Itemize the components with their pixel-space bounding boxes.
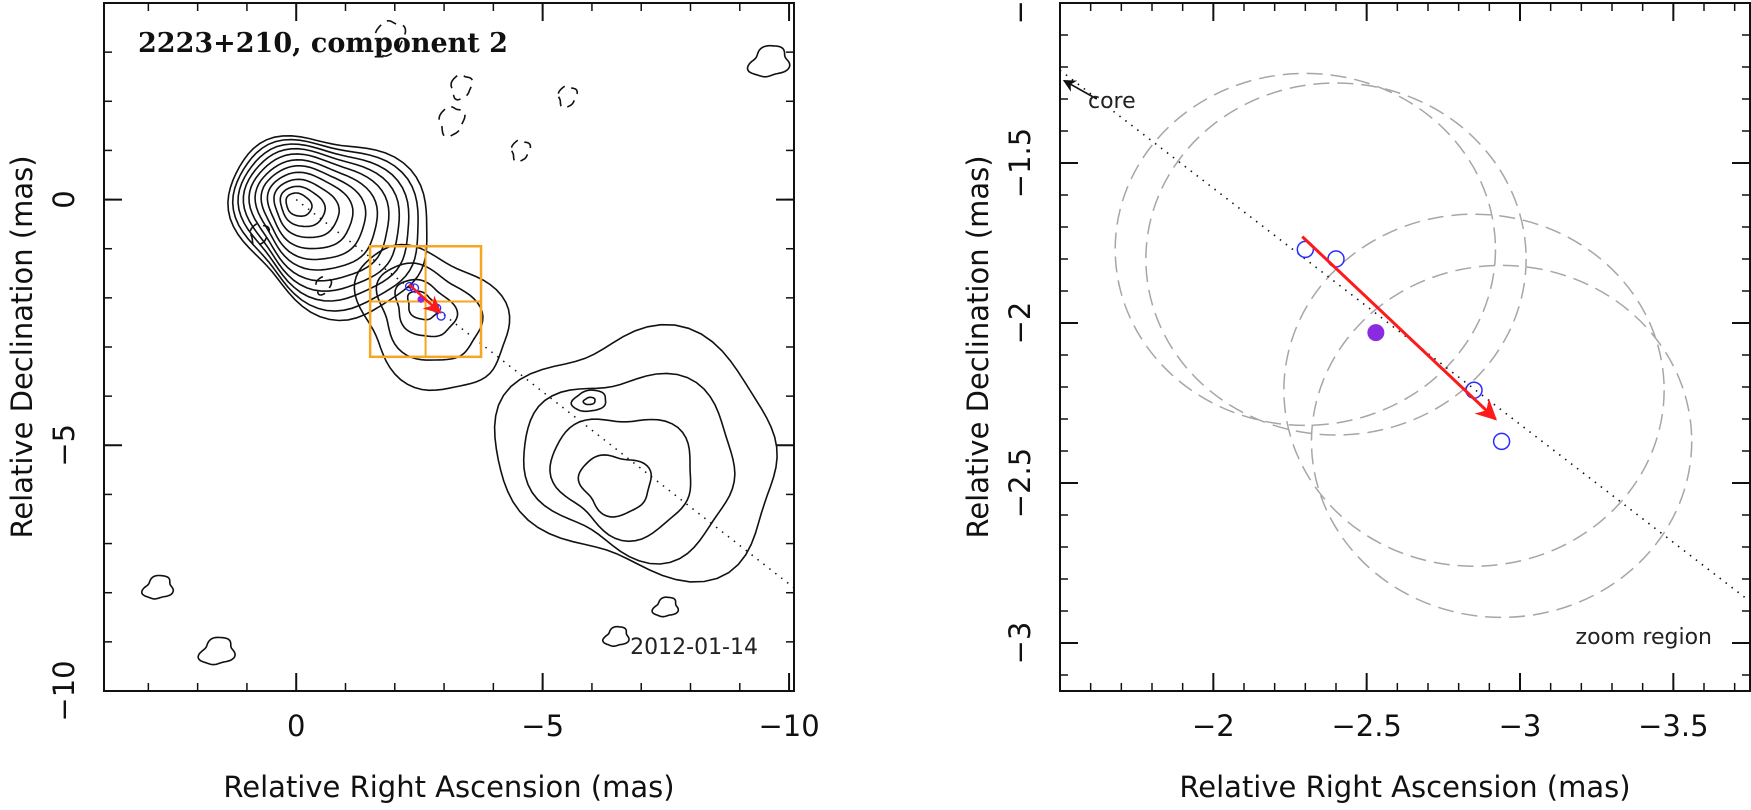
position-point — [1492, 432, 1511, 451]
right-panel: −2 −2.5 −3 −3.5 −1 −1.5 −2 −2.5 −3 core zoom reg… — [961, 0, 1751, 804]
core-contour — [273, 178, 341, 239]
right-plot-frame — [1059, 2, 1751, 692]
right-y-tick-label: −1.5 — [1003, 128, 1037, 198]
left-x-tick-label: 0 — [287, 709, 305, 743]
right-y-tick-label: −2 — [1003, 302, 1037, 345]
negative-contour — [438, 105, 466, 138]
core-contour — [248, 153, 390, 282]
outer-lobe-contour — [549, 418, 692, 543]
isolated-contour — [601, 625, 630, 647]
isolated-contour — [197, 636, 236, 666]
contour-map — [141, 20, 794, 666]
right-overlay — [1060, 69, 1750, 603]
mean-position-point — [1367, 324, 1385, 342]
lobe-peak-contour — [582, 396, 596, 406]
left-x-tick-label: −10 — [758, 709, 819, 743]
negative-contour — [557, 84, 578, 109]
outer-lobe-contour — [522, 372, 736, 565]
position-point — [1465, 381, 1483, 399]
isolated-contour — [651, 596, 680, 618]
jet-knot-contour — [375, 262, 484, 361]
core-contour — [266, 171, 354, 250]
uncertainty-ellipse — [1283, 213, 1665, 567]
left-overlay — [368, 245, 483, 359]
epoch-label: 2012-01-14 — [630, 635, 758, 660]
left-y-axis-label: Relative Declination (mas) — [5, 155, 39, 538]
core-direction-arrow — [1062, 79, 1098, 100]
right-y-tick-label: −3 — [1003, 622, 1037, 665]
left-panel: 0 −5 −10 0 −5 −10 2223+210, component 2 2012-… — [5, 2, 820, 804]
jet-knot-contour — [353, 243, 511, 392]
left-y-tick-label: −10 — [47, 660, 81, 721]
right-y-axis-label: Relative Declination (mas) — [961, 155, 995, 538]
negative-contour — [374, 20, 407, 57]
jet-axis-line — [1060, 69, 1750, 603]
left-y-tick-label: −5 — [47, 424, 81, 467]
right-x-tick-label: −2 — [1192, 709, 1235, 743]
uncertainty-ellipse — [1310, 264, 1693, 619]
outer-lobe-contour — [577, 454, 652, 518]
right-x-tick-label: −2.5 — [1331, 709, 1401, 743]
core-contour — [279, 185, 326, 228]
isolated-contour — [141, 574, 175, 600]
zoom-region-label: zoom region — [1576, 625, 1712, 650]
right-axis-ticks: −2 −2.5 −3 −3.5 −1 −1.5 −2 −2.5 −3 — [1003, 0, 1750, 743]
negative-contour — [315, 276, 333, 296]
isolated-contour — [746, 44, 791, 78]
negative-contour — [249, 222, 270, 247]
velocity-arrow — [1301, 235, 1497, 421]
left-x-axis-label: Relative Right Ascension (mas) — [223, 770, 674, 804]
left-plot-frame — [103, 2, 795, 692]
outer-lobe-contour — [493, 323, 778, 583]
uncertainty-ellipses — [1114, 72, 1693, 619]
core-contour — [260, 165, 367, 261]
lobe-peak-contour — [570, 389, 607, 413]
core-contour — [242, 147, 401, 292]
velocity-arrow — [408, 283, 442, 314]
uncertainty-ellipse — [1114, 72, 1497, 427]
core-contour — [227, 134, 428, 322]
right-y-tick-label: −2.5 — [1003, 448, 1037, 518]
left-x-tick-label: −5 — [521, 709, 564, 743]
left-y-tick-label: 0 — [47, 190, 81, 208]
component-position-marker — [436, 311, 446, 321]
right-y-tick-label: −1 — [1003, 0, 1037, 24]
negative-contour — [450, 73, 474, 101]
core-label: core — [1088, 89, 1136, 114]
right-x-axis-label: Relative Right Ascension (mas) — [1179, 770, 1630, 804]
jet-knot-contour — [406, 290, 440, 321]
component-position-marker — [404, 281, 415, 292]
left-axis-ticks: 0 −5 −10 0 −5 −10 — [47, 2, 820, 743]
core-contour — [285, 192, 313, 217]
chart-title: 2223+210, component 2 — [138, 28, 508, 59]
negative-contour — [510, 139, 532, 163]
uncertainty-ellipse — [1145, 82, 1527, 436]
right-x-tick-label: −3.5 — [1638, 709, 1708, 743]
component-position-marker — [409, 283, 420, 293]
core-contour — [231, 138, 419, 312]
right-x-tick-label: −3 — [1499, 709, 1542, 743]
